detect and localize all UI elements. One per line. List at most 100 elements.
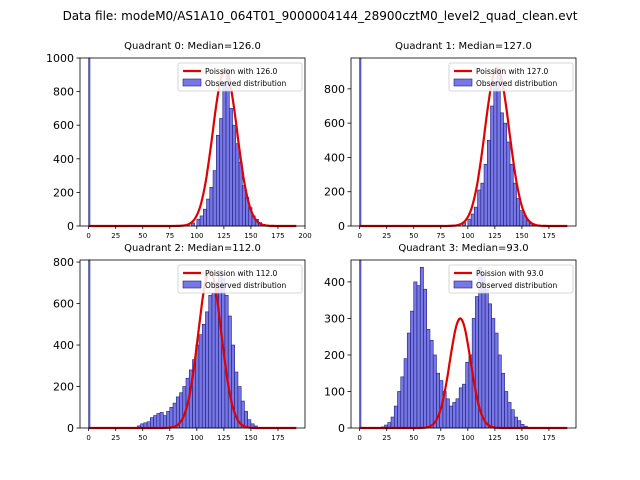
x-tick-label: 25: [111, 232, 120, 240]
histogram-bar: [393, 405, 398, 429]
histogram-bar: [496, 67, 501, 227]
histogram-bar: [426, 329, 431, 429]
legend-bar-swatch: [453, 78, 473, 87]
x-tick-label: 100: [190, 232, 203, 240]
histogram-bar: [419, 267, 424, 429]
histogram-bar: [400, 376, 405, 429]
histogram-bar: [497, 354, 502, 429]
histogram-bar: [455, 398, 460, 429]
x-tick-label: 100: [461, 434, 474, 442]
x-tick-label: 150: [515, 232, 528, 240]
x-tick-label: 25: [111, 434, 120, 442]
histogram-bar: [423, 288, 428, 429]
y-tick-label: 0: [338, 220, 345, 233]
histogram-bar: [403, 358, 408, 429]
y-tick-label: 0: [67, 422, 74, 435]
y-tick-label: 300: [324, 312, 345, 325]
histogram-bar: [199, 215, 204, 227]
histogram-bar: [477, 189, 482, 227]
x-tick-label: 0: [86, 434, 90, 442]
y-tick-label: 400: [324, 151, 345, 164]
histogram-bar: [201, 323, 206, 429]
histogram-bar: [416, 285, 421, 429]
histogram-bar: [228, 108, 233, 227]
histogram-bar: [470, 213, 475, 227]
legend-bar-swatch: [182, 280, 202, 289]
histogram-bar: [509, 163, 514, 227]
histogram-bar: [88, 259, 91, 429]
histogram-bar: [507, 402, 512, 429]
histogram-bar: [432, 354, 437, 429]
legend-bar-swatch: [453, 280, 473, 289]
x-tick-label: 0: [357, 232, 361, 240]
histogram-bar: [206, 198, 211, 227]
legend-box: [177, 62, 303, 92]
quadrant-0-title: Quadrant 0: Median=126.0: [124, 41, 261, 52]
quadrant-1-chart: Quadrant 1: Median=127.0 0 25 50 75 100 125 150…: [324, 41, 577, 240]
histogram-bar: [510, 409, 515, 429]
histogram-bar: [359, 259, 362, 429]
histogram-bar: [215, 134, 220, 227]
x-tick-label: 175: [542, 434, 555, 442]
legend-bar-label: Observed distribution: [205, 79, 286, 88]
histogram-bar: [490, 105, 495, 227]
histogram-bar: [218, 270, 223, 429]
x-tick-label: 100: [461, 232, 474, 240]
legend-bar-label: Observed distribution: [476, 79, 557, 88]
histogram-bar: [232, 124, 237, 227]
figure-suptitle: Data file: modeM0/AS1A10_064T01_90000041…: [63, 9, 578, 23]
histogram-bar: [475, 296, 479, 429]
histogram-bar: [203, 208, 207, 227]
histogram-bar: [465, 361, 470, 429]
quadrant-3-title: Quadrant 3: Median=93.0: [398, 243, 528, 254]
legend-box: [177, 264, 303, 294]
quadrant-2-title: Quadrant 2: Median=112.0: [124, 243, 261, 254]
x-tick-label: 100: [190, 434, 203, 442]
histogram-bar: [452, 402, 457, 429]
histogram-bar: [182, 386, 187, 429]
x-tick-label: 25: [382, 434, 391, 442]
poisson-line: [88, 68, 297, 228]
y-tick-label: 400: [53, 339, 74, 352]
axes-frame: [350, 57, 577, 227]
histogram-bar: [156, 413, 161, 429]
histogram-bar: [488, 303, 492, 429]
y-tick-label: 600: [53, 119, 74, 132]
x-tick-label: 125: [488, 232, 501, 240]
poisson-line: [359, 67, 568, 228]
legend-bar-label: Observed distribution: [476, 281, 557, 290]
histogram-bar: [397, 391, 402, 429]
histogram-bar: [359, 57, 362, 227]
histogram-bar: [390, 416, 395, 429]
histogram-bar: [503, 122, 508, 227]
histogram-bar: [227, 315, 232, 429]
histogram-bar: [211, 292, 216, 429]
y-tick-label: 1000: [46, 52, 74, 65]
x-tick-label: 0: [86, 232, 90, 240]
x-tick-label: 125: [217, 434, 230, 442]
histogram-bar: [196, 218, 201, 227]
y-tick-label: 800: [53, 256, 74, 269]
y-tick-label: 800: [53, 86, 74, 99]
x-tick-label: 25: [382, 232, 391, 240]
histogram-bar: [212, 170, 217, 227]
x-tick-label: 50: [138, 434, 147, 442]
legend-line-label: Poission with 126.0: [205, 67, 278, 76]
histogram-bar: [480, 182, 485, 227]
histogram-bar: [486, 139, 491, 227]
legend-line-label: Poission with 112.0: [205, 269, 278, 278]
x-tick-label: 150: [244, 232, 257, 240]
histogram-bar: [222, 82, 227, 227]
y-tick-label: 0: [67, 220, 74, 233]
histogram-bar: [484, 288, 489, 429]
histogram-bar: [209, 187, 214, 227]
axes-frame: [79, 57, 306, 227]
x-tick-label: 50: [409, 232, 418, 240]
histogram-bar: [205, 311, 210, 429]
x-tick-label: 50: [409, 434, 418, 442]
histogram-bar: [413, 281, 418, 429]
legend-box: [448, 62, 574, 92]
histogram-bar: [481, 274, 486, 429]
histogram-bar: [410, 310, 415, 429]
